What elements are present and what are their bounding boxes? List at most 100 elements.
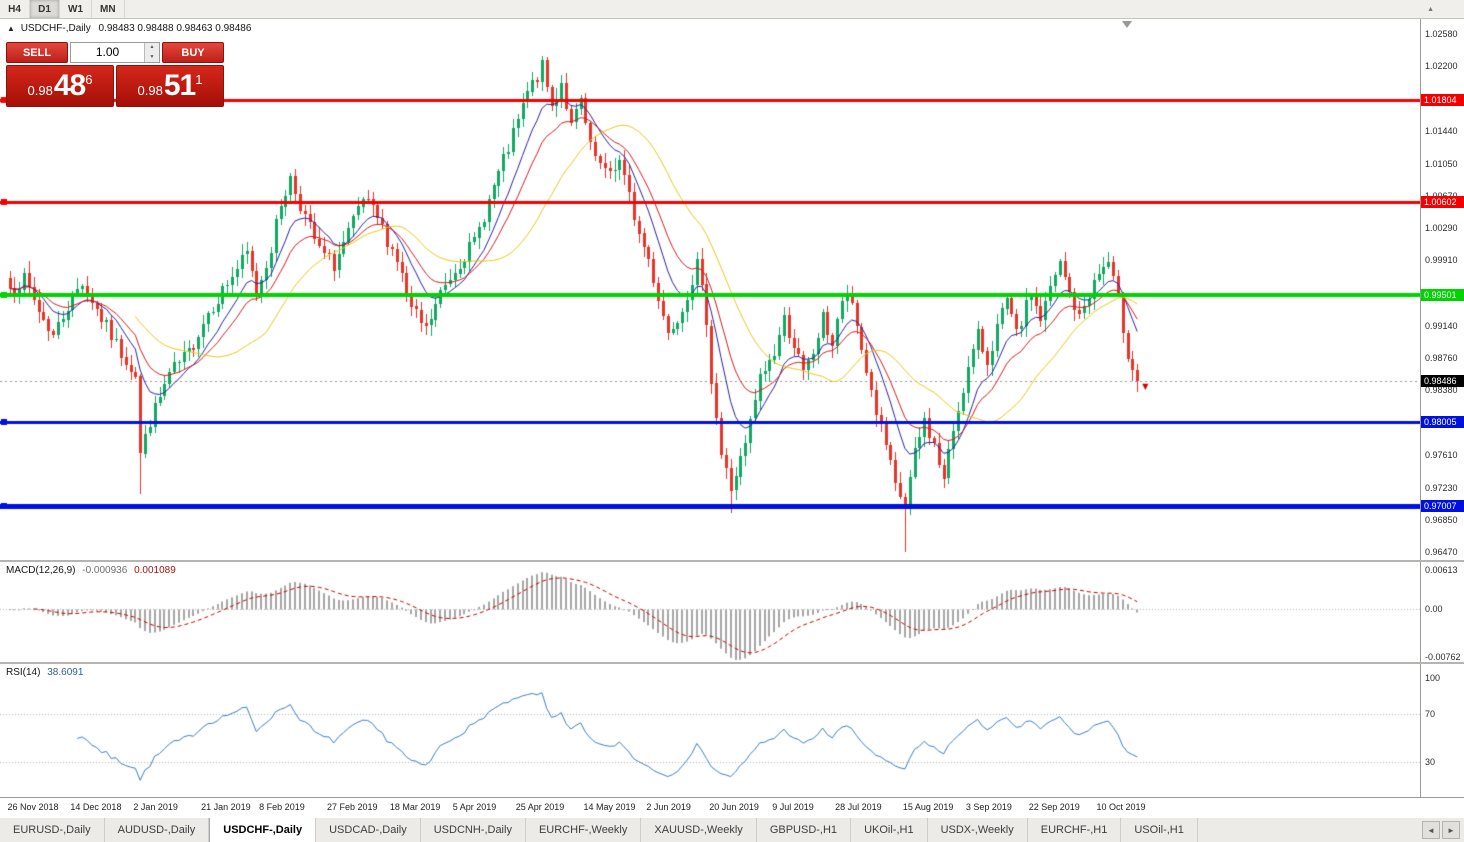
buy-price-display[interactable]: 0.98 51 1 bbox=[116, 65, 224, 107]
price-tick: 1.01050 bbox=[1425, 158, 1458, 169]
tab-scroll-left-icon[interactable]: ◄ bbox=[1422, 821, 1440, 839]
level-price-box: 1.00602 bbox=[1421, 195, 1464, 208]
timeframe-button-h4[interactable]: H4 bbox=[0, 0, 30, 18]
date-label: 10 Oct 2019 bbox=[1096, 802, 1146, 812]
price-tick: 1.00290 bbox=[1425, 223, 1458, 234]
rsi-label: RSI(14) 38.6091 bbox=[6, 667, 83, 678]
price-tick: 0.96850 bbox=[1425, 514, 1458, 525]
chart-tab-usdcad-daily[interactable]: USDCAD-,Daily bbox=[316, 818, 421, 842]
macd-label: MACD(12,26,9) -0.000936 0.001089 bbox=[6, 565, 176, 576]
date-axis[interactable]: 26 Nov 2018 14 Dec 2018 2 Jan 2019 21 Jan 2… bbox=[0, 797, 1464, 818]
sell-button[interactable]: SELL bbox=[6, 42, 68, 63]
date-label: 14 Dec 2018 bbox=[70, 802, 122, 812]
chart-tab-eurchf-h1[interactable]: EURCHF-,H1 bbox=[1028, 818, 1122, 842]
rsi-tick: 70 bbox=[1425, 709, 1436, 719]
date-label: 25 Apr 2019 bbox=[515, 802, 565, 812]
timeframe-buttons: H4 D1 W1 MN bbox=[0, 0, 125, 18]
rsi-tick: 30 bbox=[1425, 757, 1436, 767]
chart-window: ▲ USDCHF-,Daily 0.98483 0.98488 0.98463 … bbox=[0, 19, 1464, 818]
sell-price-display[interactable]: 0.98 48 6 bbox=[6, 65, 114, 107]
date-label: 14 May 2019 bbox=[583, 802, 636, 812]
toolbar-scroll-icon[interactable]: ▲ bbox=[1427, 5, 1434, 13]
one-click-trade-panel: SELL 1.00 ▲ ▼ BUY 0.98 48 6 bbox=[6, 42, 224, 107]
level-price-box: 1.01804 bbox=[1421, 93, 1464, 106]
pane-splitter[interactable] bbox=[0, 662, 1464, 664]
macd-signal-value: 0.001089 bbox=[134, 565, 176, 576]
chart-tab-audusd-daily[interactable]: AUDUSD-,Daily bbox=[105, 818, 210, 842]
price-tick: 0.98760 bbox=[1425, 352, 1458, 363]
rsi-tick: 100 bbox=[1425, 673, 1441, 683]
timeframe-button-w1[interactable]: W1 bbox=[60, 0, 92, 18]
date-label: 15 Aug 2019 bbox=[902, 802, 954, 812]
chart-tab-gbpusd-h1[interactable]: GBPUSD-,H1 bbox=[757, 818, 852, 842]
rsi-value: 38.6091 bbox=[47, 667, 84, 678]
timeframe-toolbar: H4 D1 W1 MN ▲ bbox=[0, 0, 1464, 19]
date-label: 22 Sep 2019 bbox=[1028, 802, 1080, 812]
chart-shift-marker-icon[interactable] bbox=[1122, 21, 1132, 28]
buy-price-sup: 1 bbox=[195, 72, 203, 87]
date-label: 5 Apr 2019 bbox=[452, 802, 497, 812]
macd-canvas[interactable] bbox=[0, 562, 1420, 662]
volume-value[interactable]: 1.00 bbox=[95, 45, 120, 59]
tab-scroll-right-icon[interactable]: ► bbox=[1442, 821, 1460, 839]
level-price-box: 0.97007 bbox=[1421, 500, 1464, 513]
chart-tab-usdcnh-daily[interactable]: USDCNH-,Daily bbox=[421, 818, 526, 842]
chart-tab-usdx-weekly[interactable]: USDX-,Weekly bbox=[928, 818, 1028, 842]
date-label: 8 Feb 2019 bbox=[259, 802, 305, 812]
macd-main-value: -0.000936 bbox=[82, 565, 128, 576]
chart-tab-eurusd-daily[interactable]: EURUSD-,Daily bbox=[0, 818, 105, 842]
macd-tick: 0.00 bbox=[1425, 604, 1443, 614]
pane-splitter[interactable] bbox=[0, 560, 1464, 562]
macd-name: MACD(12,26,9) bbox=[6, 565, 76, 576]
price-tick: 0.97230 bbox=[1425, 482, 1458, 493]
chart-tab-ukoil-h1[interactable]: UKOil-,H1 bbox=[851, 818, 928, 842]
date-label: 2 Jun 2019 bbox=[646, 802, 691, 812]
sell-price-prefix: 0.98 bbox=[27, 83, 53, 98]
price-tick: 1.02200 bbox=[1425, 61, 1458, 72]
price-tick: 0.99140 bbox=[1425, 320, 1458, 331]
macd-tick: -0.00762 bbox=[1425, 652, 1461, 663]
macd-pane: MACD(12,26,9) -0.000936 0.001089 bbox=[0, 562, 1420, 662]
chart-title: ▲ USDCHF-,Daily 0.98483 0.98488 0.98463 … bbox=[7, 23, 251, 34]
chart-symbol-label: USDCHF-,Daily bbox=[20, 23, 91, 34]
chart-title-icon[interactable]: ▲ bbox=[7, 24, 15, 33]
buy-price-prefix: 0.98 bbox=[137, 83, 163, 98]
price-tick: 0.99910 bbox=[1425, 255, 1458, 266]
price-tick: 0.96470 bbox=[1425, 547, 1458, 558]
date-label: 20 Jun 2019 bbox=[709, 802, 759, 812]
price-tick: 1.02580 bbox=[1425, 29, 1458, 39]
date-label: 27 Feb 2019 bbox=[326, 802, 378, 812]
timeframe-button-d1[interactable]: D1 bbox=[30, 0, 60, 18]
tab-scroll-buttons: ◄ ► bbox=[1422, 818, 1464, 842]
rsi-name: RSI(14) bbox=[6, 667, 41, 678]
volume-down-icon[interactable]: ▼ bbox=[145, 52, 159, 62]
price-axis[interactable]: 1.025801.022001.014401.010501.006701.002… bbox=[1420, 19, 1464, 797]
current-price-box: 0.98486 bbox=[1421, 375, 1464, 388]
chart-tab-bar: EURUSD-,Daily AUDUSD-,Daily USDCHF-,Daily U… bbox=[0, 817, 1464, 842]
sell-price-big: 48 bbox=[53, 69, 86, 102]
buy-button[interactable]: BUY bbox=[162, 42, 224, 63]
chart-tab-eurchf-weekly[interactable]: EURCHF-,Weekly bbox=[526, 818, 642, 842]
rsi-pane: RSI(14) 38.6091 bbox=[0, 664, 1420, 797]
date-label: 3 Sep 2019 bbox=[965, 802, 1012, 812]
level-price-box: 0.98005 bbox=[1421, 415, 1464, 428]
chart-tab-usdchf-daily[interactable]: USDCHF-,Daily bbox=[209, 818, 317, 842]
date-label: 9 Jul 2019 bbox=[772, 802, 814, 812]
sell-price-sup: 6 bbox=[85, 72, 93, 87]
date-label: 26 Nov 2018 bbox=[7, 802, 59, 812]
rsi-canvas[interactable] bbox=[0, 664, 1420, 797]
volume-field[interactable]: 1.00 ▲ ▼ bbox=[70, 42, 160, 63]
date-label: 18 Mar 2019 bbox=[389, 802, 441, 812]
level-price-box: 0.99501 bbox=[1421, 289, 1464, 302]
volume-up-icon[interactable]: ▲ bbox=[145, 43, 159, 53]
main-chart-canvas[interactable] bbox=[0, 19, 1420, 560]
date-label: 21 Jan 2019 bbox=[201, 802, 251, 812]
date-label: 28 Jul 2019 bbox=[835, 802, 882, 812]
price-tick: 0.97610 bbox=[1425, 450, 1458, 461]
chart-tab-xauusd-weekly[interactable]: XAUUSD-,Weekly bbox=[641, 818, 757, 842]
chart-tab-usoil-h1[interactable]: USOil-,H1 bbox=[1121, 818, 1198, 842]
volume-spinner: ▲ ▼ bbox=[144, 43, 159, 62]
buy-price-big: 51 bbox=[163, 69, 196, 102]
timeframe-button-mn[interactable]: MN bbox=[92, 0, 125, 18]
